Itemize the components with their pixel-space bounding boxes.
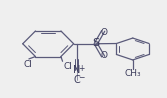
- Text: −: −: [78, 73, 84, 82]
- Text: Cl: Cl: [63, 62, 72, 71]
- Text: Cl: Cl: [24, 60, 33, 69]
- Text: CH₃: CH₃: [124, 69, 141, 78]
- Text: +: +: [78, 64, 85, 73]
- Text: N: N: [73, 65, 81, 75]
- Text: C: C: [73, 75, 80, 85]
- Text: O: O: [101, 51, 108, 60]
- Text: S: S: [92, 38, 99, 48]
- Text: O: O: [101, 28, 108, 37]
